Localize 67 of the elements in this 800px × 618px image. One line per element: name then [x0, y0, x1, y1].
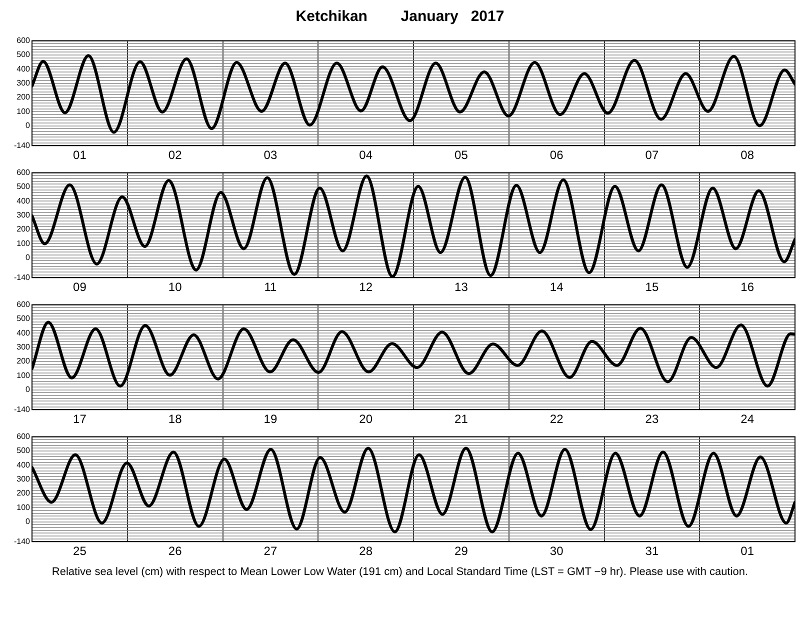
y-tick-label: 600: [16, 168, 31, 178]
chart-title: Ketchikan January 2017: [294, 7, 506, 27]
x-tick-label: 23: [645, 412, 659, 426]
y-tick-label: -140: [14, 272, 31, 282]
x-tick-label: 05: [454, 148, 468, 162]
y-tick-label: 400: [16, 460, 31, 470]
x-tick-label: 11: [264, 280, 277, 294]
x-tick-label: 04: [359, 148, 373, 162]
x-tick-label: 18: [168, 412, 182, 426]
x-tick-label: 29: [454, 544, 468, 558]
x-tick-label: 13: [454, 280, 468, 294]
y-tick-label: 400: [16, 64, 31, 74]
x-tick-label: 06: [550, 148, 564, 162]
x-tick-label: 15: [645, 280, 659, 294]
x-tick-label: 10: [168, 280, 182, 294]
y-tick-label: 500: [16, 446, 31, 456]
y-tick-label: 500: [16, 314, 31, 324]
x-tick-label: 21: [454, 412, 468, 426]
x-tick-label: 30: [550, 544, 564, 558]
y-tick-label: 400: [16, 196, 31, 206]
y-tick-label: 0: [26, 516, 31, 526]
y-tick-label: 200: [16, 488, 31, 498]
y-tick-label: 600: [16, 300, 31, 310]
x-tick-label: 07: [645, 148, 659, 162]
y-tick-label: 500: [16, 182, 31, 192]
x-tick-label: 01: [73, 148, 87, 162]
x-tick-label: 25: [73, 544, 87, 558]
y-tick-label: -140: [14, 140, 31, 150]
y-tick-label: 200: [16, 92, 31, 102]
x-tick-label: 22: [550, 412, 564, 426]
x-tick-label: 17: [73, 412, 87, 426]
y-tick-label: 400: [16, 328, 31, 338]
y-tick-label: 300: [16, 210, 31, 220]
y-tick-label: 200: [16, 356, 31, 366]
x-tick-label: 08: [740, 148, 754, 162]
y-tick-label: -140: [14, 536, 31, 546]
x-tick-label: 20: [359, 412, 373, 426]
x-tick-label: 09: [73, 280, 87, 294]
y-tick-label: 200: [16, 224, 31, 234]
y-tick-label: 500: [16, 50, 31, 60]
text: Relative sea level (cm) with respect to Mean Lower Low Water (191 cm) and Local Standard Time (LST = GMT −9 hr). Please use with caution.: [50, 565, 750, 578]
y-tick-label: 300: [16, 342, 31, 352]
x-tick-label: 01: [740, 544, 754, 558]
y-tick-label: 100: [16, 238, 31, 248]
y-tick-label: 600: [16, 432, 31, 442]
x-tick-label: 19: [264, 412, 278, 426]
x-tick-label: 14: [550, 280, 564, 294]
x-tick-label: 24: [740, 412, 754, 426]
y-tick-label: 300: [16, 78, 31, 88]
x-tick-label: 12: [359, 280, 373, 294]
x-tick-label: 31: [645, 544, 659, 558]
x-tick-label: 27: [264, 544, 278, 558]
x-tick-label: 26: [168, 544, 182, 558]
x-tick-label: 02: [168, 148, 182, 162]
x-tick-label: 16: [740, 280, 754, 294]
x-tick-label: 28: [359, 544, 373, 558]
y-tick-label: 100: [16, 502, 31, 512]
y-tick-label: 600: [16, 36, 31, 46]
x-tick-label: 03: [264, 148, 278, 162]
y-tick-label: 0: [26, 120, 31, 130]
y-tick-label: 100: [16, 106, 31, 116]
y-tick-label: 100: [16, 370, 31, 380]
y-tick-label: -140: [14, 404, 31, 414]
y-tick-label: 0: [26, 384, 31, 394]
y-tick-label: 300: [16, 474, 31, 484]
line-series: [32, 174, 795, 278]
y-tick-label: 0: [26, 252, 31, 262]
